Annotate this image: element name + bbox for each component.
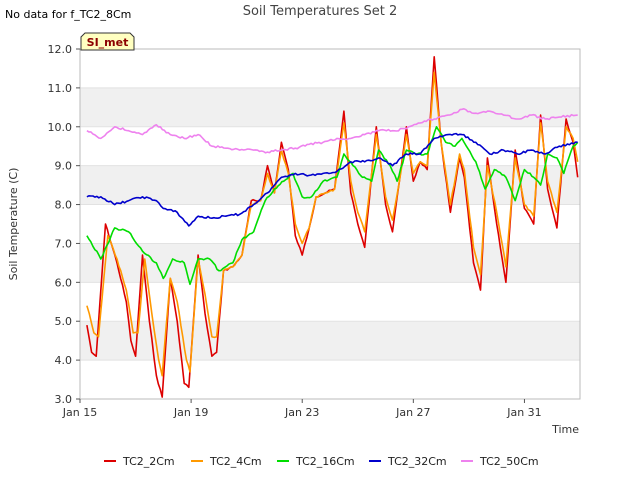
- y-tick-label: 6.0: [55, 276, 73, 289]
- series-line-tc2-16cm: [86, 126, 579, 286]
- plot-background-bands: [80, 87, 580, 400]
- series-line-tc2-4cm: [86, 71, 579, 377]
- y-tick-label: 9.0: [55, 160, 73, 173]
- x-tick-label: Jan 31: [506, 406, 541, 419]
- site-badge-label: SI_met: [87, 36, 129, 49]
- y-axis-ticks: 3.0 4.0 5.0 6.0 7.0 8.0 9.0 10.0 11.0 12.0: [48, 43, 80, 406]
- legend-label-tc2-2cm: TC2_2Cm: [122, 455, 175, 468]
- grid-band: [80, 87, 580, 127]
- x-axis-label: Time: [551, 423, 579, 436]
- chart-title: Soil Temperatures Set 2: [243, 4, 398, 19]
- x-tick-label: Jan 15: [62, 406, 97, 419]
- y-tick-label: 5.0: [55, 315, 73, 328]
- series-line-tc2-50cm: [86, 108, 578, 154]
- y-tick-label: 8.0: [55, 199, 73, 212]
- legend-label-tc2-4cm: TC2_4Cm: [209, 455, 262, 468]
- legend-label-tc2-32cm: TC2_32Cm: [387, 455, 447, 468]
- y-tick-label: 4.0: [55, 354, 73, 367]
- x-tick-label: Jan 19: [173, 406, 208, 419]
- grid-band: [80, 243, 580, 283]
- series-line-tc2-32cm: [86, 132, 578, 227]
- y-axis-label: Soil Temperature (C): [7, 168, 20, 281]
- y-tick-label: 3.0: [55, 393, 73, 406]
- grid-band: [80, 165, 580, 205]
- plot-area: [79, 48, 581, 400]
- legend-label-tc2-16cm: TC2_16Cm: [295, 455, 355, 468]
- y-tick-label: 7.0: [55, 237, 73, 250]
- y-tick-label: 10.0: [48, 121, 73, 134]
- x-tick-label: Jan 23: [284, 406, 319, 419]
- site-badge: SI_met: [80, 32, 135, 51]
- legend-label-tc2-50cm: TC2_50Cm: [479, 455, 539, 468]
- y-tick-label: 11.0: [48, 82, 73, 95]
- legend: TC2_2Cm TC2_4Cm TC2_16Cm TC2_32Cm TC2_50Cm: [104, 455, 539, 468]
- x-tick-label: Jan 27: [395, 406, 430, 419]
- no-data-message: No data for f_TC2_8Cm: [5, 8, 132, 21]
- x-axis-ticks: Jan 15 Jan 19 Jan 23 Jan 27 Jan 31: [62, 399, 542, 419]
- y-tick-label: 12.0: [48, 43, 73, 56]
- series-lines: [86, 56, 579, 398]
